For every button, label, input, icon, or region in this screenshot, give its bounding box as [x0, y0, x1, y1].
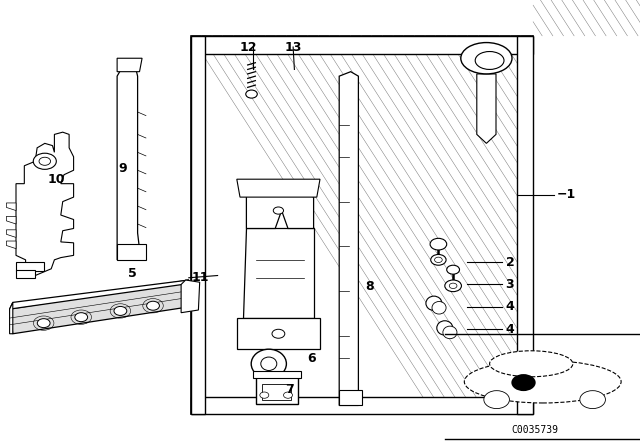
- FancyBboxPatch shape: [191, 36, 533, 54]
- Polygon shape: [477, 74, 496, 143]
- Polygon shape: [246, 188, 314, 228]
- FancyBboxPatch shape: [191, 36, 205, 414]
- Circle shape: [246, 90, 257, 98]
- Polygon shape: [237, 179, 320, 197]
- Circle shape: [260, 392, 269, 398]
- FancyBboxPatch shape: [517, 36, 533, 414]
- Polygon shape: [181, 280, 200, 313]
- Circle shape: [33, 153, 56, 169]
- Polygon shape: [6, 241, 16, 249]
- Circle shape: [273, 207, 284, 214]
- Circle shape: [511, 374, 536, 391]
- Text: 5: 5: [128, 267, 137, 280]
- Circle shape: [580, 391, 605, 409]
- Text: 13: 13: [285, 40, 302, 54]
- Circle shape: [272, 329, 285, 338]
- Circle shape: [449, 283, 457, 289]
- Circle shape: [147, 301, 159, 310]
- Text: C0035739: C0035739: [511, 426, 558, 435]
- Polygon shape: [10, 280, 189, 334]
- Polygon shape: [117, 58, 142, 72]
- Polygon shape: [117, 244, 146, 260]
- Ellipse shape: [461, 43, 512, 74]
- Polygon shape: [16, 262, 44, 271]
- Circle shape: [430, 238, 447, 250]
- Text: 12: 12: [240, 40, 257, 54]
- Ellipse shape: [252, 349, 287, 378]
- Polygon shape: [6, 216, 16, 224]
- Ellipse shape: [490, 351, 573, 377]
- Polygon shape: [6, 230, 16, 237]
- Circle shape: [445, 280, 461, 292]
- FancyBboxPatch shape: [256, 377, 298, 404]
- Circle shape: [484, 391, 509, 409]
- Ellipse shape: [432, 302, 446, 314]
- Ellipse shape: [476, 52, 504, 69]
- Circle shape: [284, 392, 292, 398]
- Polygon shape: [339, 390, 362, 405]
- Polygon shape: [10, 280, 189, 309]
- Text: −1: −1: [557, 188, 576, 202]
- Circle shape: [447, 265, 460, 274]
- Circle shape: [75, 313, 88, 322]
- Polygon shape: [339, 72, 358, 405]
- Text: 3: 3: [506, 278, 514, 291]
- Polygon shape: [16, 270, 35, 278]
- FancyBboxPatch shape: [191, 36, 533, 414]
- Text: 4: 4: [506, 323, 515, 336]
- Polygon shape: [117, 63, 141, 260]
- Polygon shape: [237, 318, 320, 349]
- Text: 6: 6: [307, 352, 316, 365]
- Circle shape: [435, 257, 442, 263]
- Text: 11: 11: [192, 271, 209, 284]
- Text: 8: 8: [365, 280, 373, 293]
- Polygon shape: [243, 228, 314, 318]
- Text: 10: 10: [48, 172, 65, 186]
- FancyBboxPatch shape: [253, 371, 301, 378]
- Text: 4: 4: [506, 300, 515, 314]
- FancyBboxPatch shape: [262, 384, 291, 400]
- Polygon shape: [6, 203, 16, 211]
- Polygon shape: [10, 302, 13, 334]
- Polygon shape: [16, 132, 74, 276]
- Circle shape: [39, 157, 51, 165]
- Ellipse shape: [436, 321, 453, 335]
- FancyBboxPatch shape: [191, 397, 533, 414]
- Circle shape: [37, 319, 50, 327]
- Ellipse shape: [261, 357, 277, 370]
- Ellipse shape: [443, 326, 457, 339]
- Ellipse shape: [465, 360, 621, 403]
- Ellipse shape: [426, 296, 442, 310]
- Text: 9: 9: [118, 161, 127, 175]
- Circle shape: [431, 254, 446, 265]
- Text: 7: 7: [285, 383, 294, 396]
- Circle shape: [114, 306, 127, 315]
- Text: 2: 2: [506, 255, 515, 269]
